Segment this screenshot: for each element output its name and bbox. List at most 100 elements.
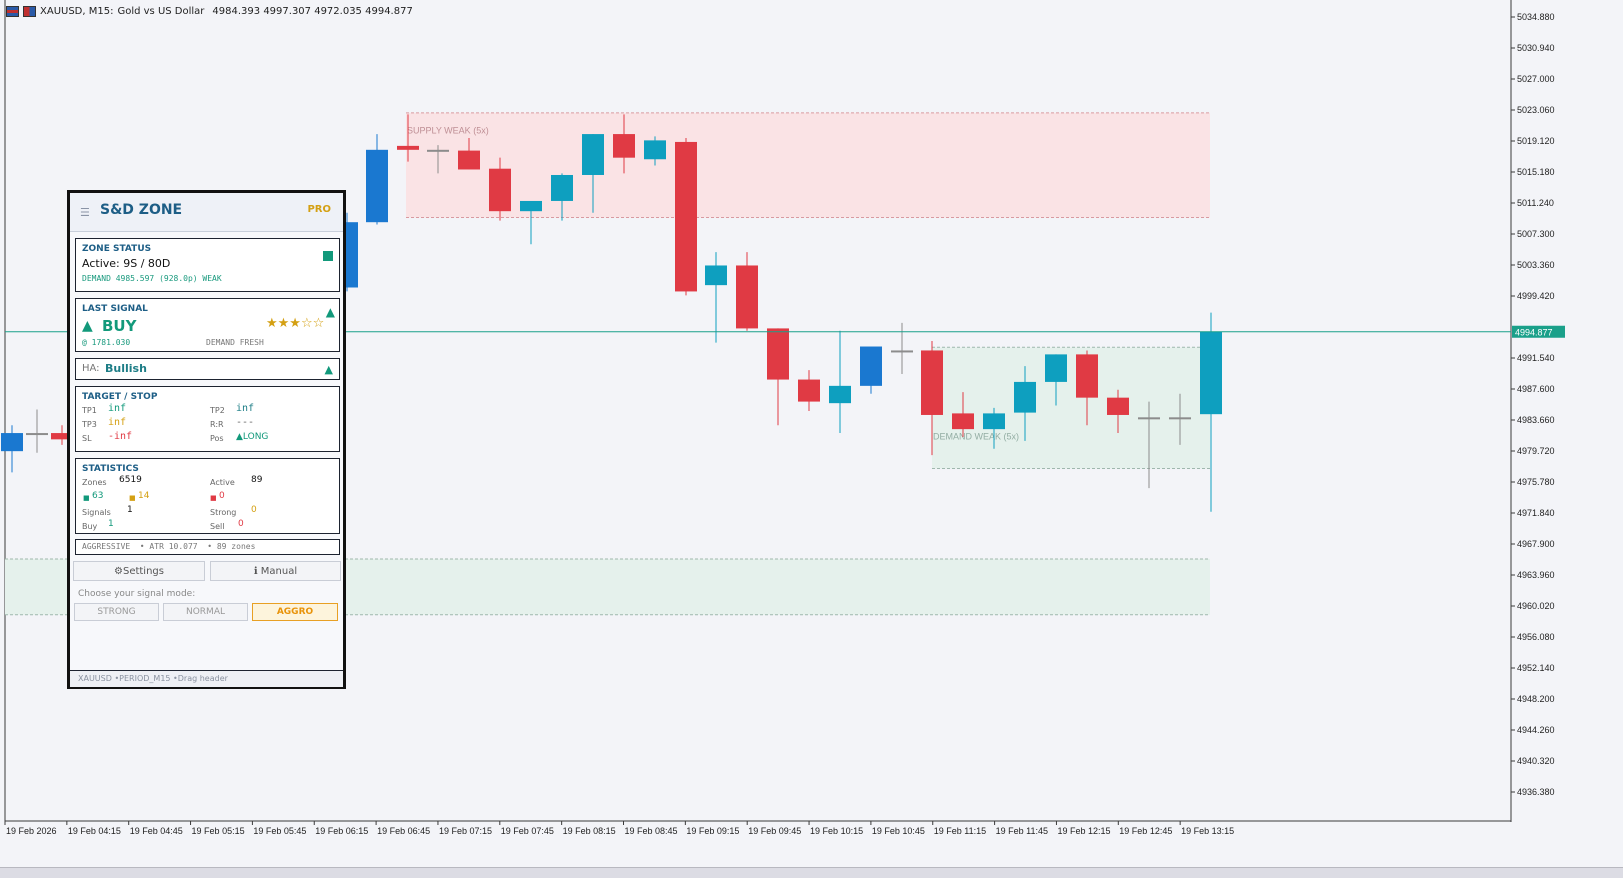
time-label: 19 Feb 07:15 (439, 826, 492, 836)
mode-strong-button[interactable]: STRONG (74, 603, 159, 621)
candle (613, 114, 635, 174)
mode-aggro-button[interactable]: AGGRO (252, 603, 338, 621)
candle (551, 173, 573, 221)
candle-body (551, 174, 573, 201)
candle-body (891, 350, 913, 353)
price-label: 5015.180 (1517, 167, 1555, 177)
sd-zone-panel: ☰ S&D ZONE PRO ZONE STATUS Active: 9S / … (67, 190, 346, 689)
price-label: 4983.660 (1517, 415, 1555, 425)
yellow-count: 14 (138, 491, 150, 501)
signals-label: Signals (82, 508, 111, 517)
zone-status-box: ZONE STATUS Active: 9S / 80D DEMAND 4985… (75, 238, 340, 292)
zone-status-label: ZONE STATUS (82, 244, 152, 254)
price-chart[interactable]: SUPPLY WEAK (5x) DEMAND WEAK (5x) 5034.880… (0, 0, 1565, 849)
time-label: 19 Feb 13:15 (1181, 826, 1234, 836)
active-label: Active (210, 478, 235, 487)
candle (860, 346, 882, 394)
signal-zone: DEMAND FRESH (206, 338, 264, 347)
price-label: 4975.780 (1517, 477, 1555, 487)
tp3-label: TP3 (82, 420, 97, 429)
manual-button[interactable]: ℹ Manual (210, 561, 341, 581)
pro-badge: PRO (307, 204, 331, 215)
demand-zone (932, 347, 1210, 469)
tp2-label: TP2 (210, 406, 225, 415)
candle-body (1045, 354, 1067, 382)
target-stop-label: TARGET / STOP (82, 392, 158, 402)
signal-up-arrow-icon: ▲ (325, 305, 335, 319)
candle (983, 407, 1005, 449)
candle-body (51, 433, 73, 440)
tp1-label: TP1 (82, 406, 97, 415)
menu-icon[interactable]: ☰ (80, 206, 90, 219)
candle-body (520, 200, 542, 212)
candle-body (1169, 417, 1191, 420)
candle-body (1200, 331, 1222, 415)
candle-body (1076, 354, 1098, 398)
price-label: 5027.000 (1517, 74, 1555, 84)
candle (644, 136, 666, 166)
zone-detail-text: DEMAND 4985.597 (928.0p) WEAK (82, 274, 222, 283)
time-label: 19 Feb 09:15 (686, 826, 739, 836)
candle (1169, 393, 1191, 445)
time-label: 19 Feb 05:45 (253, 826, 306, 836)
candle (427, 145, 449, 174)
time-label: 19 Feb 06:15 (315, 826, 368, 836)
signal-mode-prompt: Choose your signal mode: (78, 589, 196, 599)
candle (736, 252, 758, 331)
time-label: 19 Feb 12:45 (1119, 826, 1172, 836)
chart-area[interactable]: SUPPLY WEAK (5x) DEMAND WEAK (5x) 5034.880… (0, 0, 1565, 849)
candle-body (705, 265, 727, 286)
price-label: 4971.840 (1517, 508, 1555, 518)
zone-active-text: Active: 9S / 80D (82, 257, 171, 270)
panel-footer-text: XAUUSD •PERIOD_M15 •Drag header (78, 674, 228, 683)
candle (26, 409, 48, 453)
candle (458, 138, 480, 170)
price-label: 4999.420 (1517, 291, 1555, 301)
candle-body (675, 141, 697, 292)
candle-body (1107, 397, 1129, 415)
sl-label: SL (82, 434, 92, 443)
candle-body (1138, 417, 1160, 420)
price-label: 4936.380 (1517, 787, 1555, 797)
time-label: 19 Feb 04:45 (130, 826, 183, 836)
buy-arrow-icon: ▲ (82, 318, 93, 334)
candle-body (983, 413, 1005, 430)
candle (489, 157, 511, 221)
panel-footer[interactable]: XAUUSD •PERIOD_M15 •Drag header (70, 670, 343, 687)
sl-value: -inf (108, 431, 133, 442)
strong-value: 0 (251, 505, 257, 515)
settings-button[interactable]: ⚙Settings (73, 561, 205, 581)
buy-value: 1 (108, 519, 114, 529)
candle (1076, 350, 1098, 426)
one-click-trading-icon[interactable] (6, 5, 19, 17)
red-dot-icon: ■ (210, 494, 217, 502)
time-label: 19 Feb 08:45 (625, 826, 678, 836)
pos-value: ▲LONG (236, 432, 269, 442)
price-label: 5034.880 (1517, 12, 1555, 22)
ha-trend-icon: ▲ (324, 363, 333, 376)
target-stop-box: TARGET / STOP TP1 inf TP2 inf TP3 inf R:… (75, 386, 340, 452)
tp2-value: inf (236, 403, 255, 414)
symbol-label: XAUUSD, M15: (40, 5, 114, 17)
signal-rating-stars: ★★★☆☆ (266, 316, 325, 331)
time-label: 19 Feb 08:15 (563, 826, 616, 836)
price-label: 4991.540 (1517, 353, 1555, 363)
price-label: 5019.120 (1517, 136, 1555, 146)
mode-normal-button[interactable]: NORMAL (163, 603, 248, 621)
candle-body (613, 134, 635, 158)
ha-value: Bullish (105, 362, 147, 375)
candle (705, 252, 727, 343)
symbol-description: Gold vs US Dollar (117, 5, 205, 17)
candle-body (1014, 381, 1036, 413)
panel-title: S&D ZONE (100, 202, 183, 218)
market-depth-icon[interactable] (23, 5, 36, 17)
green-count: 63 (92, 491, 104, 501)
candle (520, 200, 542, 245)
time-label: 19 Feb 05:15 (192, 826, 245, 836)
pos-label: Pos (210, 434, 224, 443)
price-label: 4940.320 (1517, 756, 1555, 766)
candle (1107, 389, 1129, 434)
panel-header[interactable]: ☰ S&D ZONE PRO (70, 193, 343, 232)
candle-body (1, 433, 23, 452)
chart-header: XAUUSD, M15: Gold vs US Dollar 4984.393 … (6, 4, 413, 18)
